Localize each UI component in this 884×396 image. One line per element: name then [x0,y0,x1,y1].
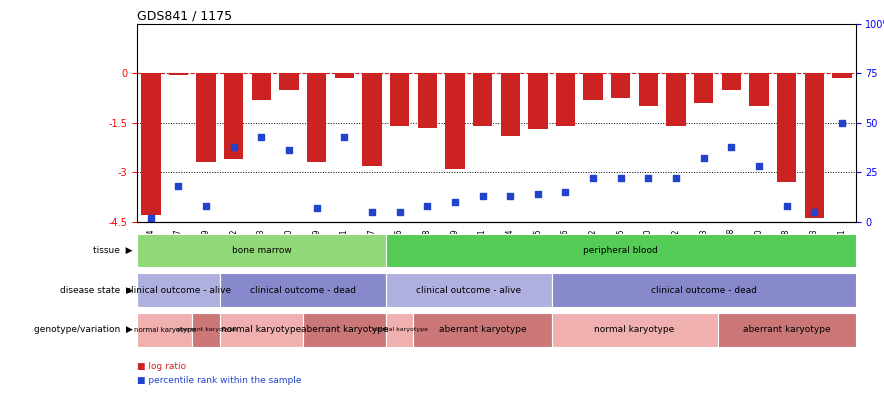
Point [255,133,269,140]
Bar [667,73,686,126]
Bar [137,234,385,267]
Bar [750,73,769,106]
Point [834,120,849,126]
Bar [137,313,193,346]
Text: peripheral blood: peripheral blood [583,246,658,255]
Bar [169,73,188,75]
Point [503,193,517,199]
Bar [220,273,385,307]
Point [420,203,434,209]
Bar [777,73,796,182]
Text: tissue  ▶: tissue ▶ [93,246,133,255]
Bar [224,73,243,159]
Point [226,143,240,150]
Point [144,215,158,221]
Bar [611,73,630,98]
Text: genotype/variation  ▶: genotype/variation ▶ [34,325,133,334]
Point [530,191,545,197]
Bar [303,313,385,346]
Bar [556,73,575,126]
Point [641,175,655,181]
Text: aberrant karyotype: aberrant karyotype [438,325,526,334]
Bar [279,73,299,90]
Bar [414,313,552,346]
Point [697,155,711,162]
Bar [220,313,303,346]
Bar [385,234,856,267]
Point [613,175,628,181]
Bar [390,73,409,126]
Text: disease state  ▶: disease state ▶ [60,286,133,295]
Bar [335,73,354,78]
Point [559,189,573,195]
Bar [804,73,824,219]
Point [338,133,352,140]
Bar [307,73,326,162]
Bar [500,73,520,136]
Bar [721,73,741,90]
Point [476,193,490,199]
Text: normal karyotype: normal karyotype [221,325,301,334]
Point [724,143,738,150]
Text: clinical outcome - dead: clinical outcome - dead [651,286,757,295]
Bar [196,73,216,162]
Point [669,175,683,181]
Bar [473,73,492,126]
Point [365,209,379,215]
Point [282,147,296,154]
Point [752,163,766,169]
Text: bone marrow: bone marrow [232,246,292,255]
Point [780,203,794,209]
Bar [417,73,437,128]
Point [199,203,213,209]
Point [586,175,600,181]
Text: normal karyotype: normal karyotype [371,327,428,332]
Point [309,205,324,211]
Text: normal karyotype: normal karyotype [594,325,674,334]
Bar [385,273,552,307]
Text: ■ percentile rank within the sample: ■ percentile rank within the sample [137,377,301,385]
Bar [528,73,547,129]
Bar [832,73,851,78]
Text: clinical outcome - dead: clinical outcome - dead [250,286,356,295]
Point [171,183,186,189]
Bar [639,73,658,106]
Bar [252,73,271,100]
Text: ■ log ratio: ■ log ratio [137,362,187,371]
Bar [141,73,161,215]
Text: GDS841 / 1175: GDS841 / 1175 [137,10,232,23]
Bar [193,313,220,346]
Bar [552,313,718,346]
Bar [552,273,856,307]
Point [807,209,821,215]
Bar [694,73,713,103]
Text: clinical outcome - alive: clinical outcome - alive [126,286,231,295]
Text: aberrant karyotype: aberrant karyotype [301,325,388,334]
Bar [583,73,603,100]
Text: normal karyotype: normal karyotype [133,327,195,333]
Bar [137,273,220,307]
Bar [446,73,465,169]
Bar [385,313,414,346]
Bar [362,73,382,166]
Bar [718,313,856,346]
Point [448,199,462,205]
Text: aberrant karyotype: aberrant karyotype [743,325,830,334]
Text: clinical outcome - alive: clinical outcome - alive [416,286,522,295]
Point [392,209,407,215]
Text: aberrant karyotype: aberrant karyotype [176,327,237,332]
